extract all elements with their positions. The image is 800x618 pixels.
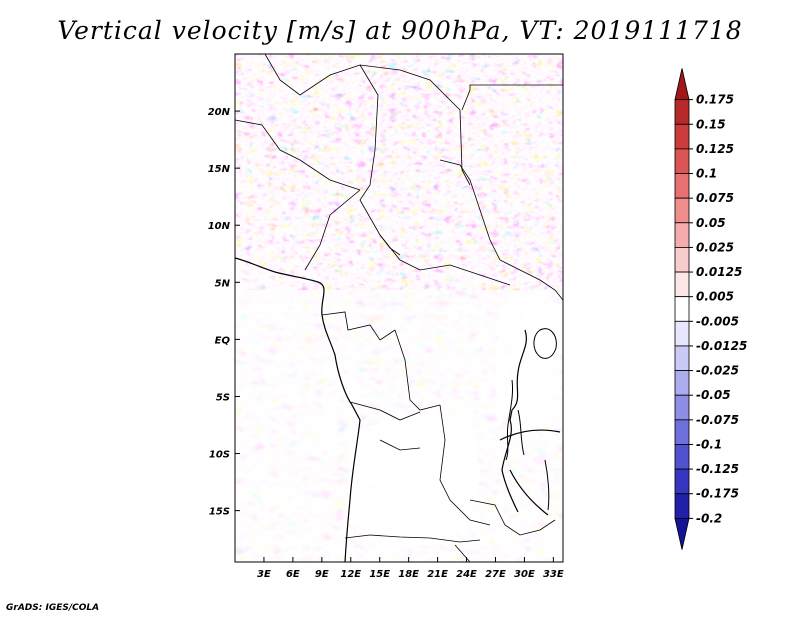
lon-tick-label: 18E	[398, 569, 419, 580]
colorbar-swatch	[674, 173, 690, 199]
colorbar-label: 0.005	[696, 290, 734, 304]
longitude-axis: 3E 6E 9E 12E 15E 18E 21E 24E 27E 30E 33E	[257, 557, 564, 580]
colorbar-swatch	[674, 419, 690, 445]
coastline	[235, 257, 561, 562]
lat-tick-label: 10S	[209, 450, 230, 461]
colorbar-label: 0.1	[696, 167, 717, 181]
lat-tick-label: 20N	[208, 107, 231, 118]
lat-tick-label: 15N	[208, 164, 231, 175]
colorbar: 0.175 0.15 0.125 0.1 0.075 0.05 0.025 0.0125 0.0…	[674, 68, 747, 550]
colorbar-label: -0.1	[696, 437, 722, 451]
colorbar-label: 0.175	[696, 93, 734, 107]
latitude-axis: 20N 15N 10N 5N EQ 5S 10S 15S	[208, 107, 240, 518]
colorbar-swatch	[674, 99, 690, 125]
lon-tick-label: 15E	[369, 569, 390, 580]
credit-label: GrADS: IGES/COLA	[6, 603, 100, 613]
colorbar-label: 0.15	[696, 117, 726, 131]
colorbar-label: -0.175	[696, 487, 739, 501]
lon-tick-label: 30E	[514, 569, 535, 580]
colorbar-swatch	[674, 394, 690, 421]
colorbar-swatch	[674, 345, 690, 371]
colorbar-swatch	[674, 444, 690, 470]
colorbar-swatch	[674, 493, 690, 519]
colorbar-label: -0.2	[696, 511, 722, 525]
colorbar-swatch	[674, 123, 690, 150]
colorbar-swatch	[674, 370, 690, 396]
colorbar-label: 0.0125	[696, 265, 742, 279]
map-plot-area	[235, 54, 563, 562]
colorbar-swatch	[674, 197, 690, 224]
chart-title: Vertical velocity [m/s] at 900hPa, VT: 2…	[57, 16, 743, 45]
colorbar-swatch	[674, 271, 690, 298]
lon-tick-label: 21E	[427, 569, 448, 580]
colorbar-swatch	[674, 68, 690, 101]
lon-tick-label: 12E	[340, 569, 361, 580]
lat-tick-label: 5N	[215, 278, 231, 289]
lat-tick-label: 15S	[209, 507, 230, 518]
colorbar-label: 0.025	[696, 240, 734, 254]
colorbar-swatch	[674, 468, 690, 495]
lakes	[505, 328, 557, 511]
colorbar-label: 0.05	[696, 216, 726, 230]
lon-tick-label: 3E	[257, 569, 271, 580]
field-white-patch	[235, 265, 300, 320]
lat-tick-label: EQ	[215, 335, 231, 346]
lat-tick-label: 10N	[208, 221, 231, 232]
lon-tick-label: 33E	[543, 569, 564, 580]
colorbar-label: -0.0125	[696, 339, 747, 353]
colorbar-label: -0.075	[696, 413, 739, 427]
colorbar-swatch	[674, 320, 690, 347]
map-frame	[234, 53, 564, 563]
colorbar-swatch	[674, 148, 690, 174]
colorbar-swatch	[674, 247, 690, 273]
lat-tick-label: 5S	[216, 392, 230, 403]
colorbar-label: -0.005	[696, 314, 739, 328]
field-north	[235, 54, 563, 304]
colorbar-swatch	[674, 222, 690, 248]
colorbar-label: 0.125	[696, 142, 734, 156]
colorbar-swatch	[674, 296, 690, 322]
lon-tick-label: 24E	[456, 569, 477, 580]
colorbar-label: -0.125	[696, 462, 739, 476]
field-white-patch	[345, 412, 480, 548]
colorbar-label: -0.025	[696, 364, 739, 378]
lon-tick-label: 6E	[286, 569, 300, 580]
colorbar-label: 0.075	[696, 191, 734, 205]
colorbar-swatch	[674, 517, 690, 550]
country-borders	[235, 54, 563, 562]
lon-tick-label: 9E	[315, 569, 329, 580]
lon-tick-label: 27E	[485, 569, 506, 580]
colorbar-label: -0.05	[696, 388, 731, 402]
